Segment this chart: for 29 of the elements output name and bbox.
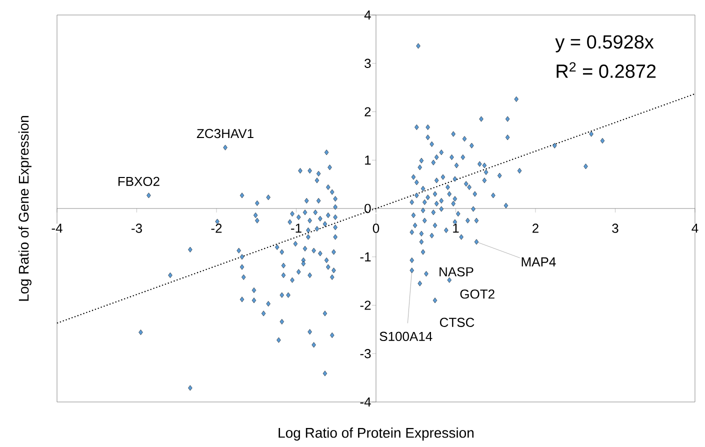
x-tick-label: 1 <box>453 224 459 233</box>
annotation: NASP <box>440 267 474 276</box>
x-tick-label: 4 <box>692 224 698 233</box>
annotation: FBXO2 <box>118 176 160 186</box>
x-tick-label: -4 <box>52 224 62 233</box>
x-tick-label: -2 <box>211 224 222 233</box>
y-tick-label: 1 <box>365 156 371 165</box>
annotation: MAP4 <box>522 257 556 266</box>
y-tick-label: -1 <box>360 252 371 262</box>
x-tick-label: -1 <box>291 224 302 233</box>
annotation: S100A14 <box>380 332 432 342</box>
y-tick-label: 4 <box>364 10 371 20</box>
annotation: CTSC <box>440 318 474 327</box>
y-tick-label: -3 <box>360 349 371 358</box>
annotation: ZC3HAV1 <box>196 128 254 138</box>
y-tick-label: -2 <box>360 300 371 310</box>
y-tick-label: 2 <box>364 107 371 116</box>
annotation: y = 0.5928x <box>555 35 654 52</box>
y-tick-label: 3 <box>364 58 371 68</box>
x-tick-label: 3 <box>612 224 618 233</box>
y-tick-label: 0 <box>364 204 371 214</box>
annotation: R$^{2}$ = 0.2872 <box>556 62 656 78</box>
x-tick-label: -3 <box>132 224 142 233</box>
y-axis-title: Log Ratio of Gene Expression <box>18 116 32 301</box>
annotation: GOT2 <box>460 289 494 299</box>
x-tick-label: 0 <box>372 224 380 233</box>
x-axis-title: Log Ratio of Protein Expression <box>278 428 474 441</box>
y-tick-label: -4 <box>360 398 371 406</box>
x-tick-label: 2 <box>532 224 538 233</box>
